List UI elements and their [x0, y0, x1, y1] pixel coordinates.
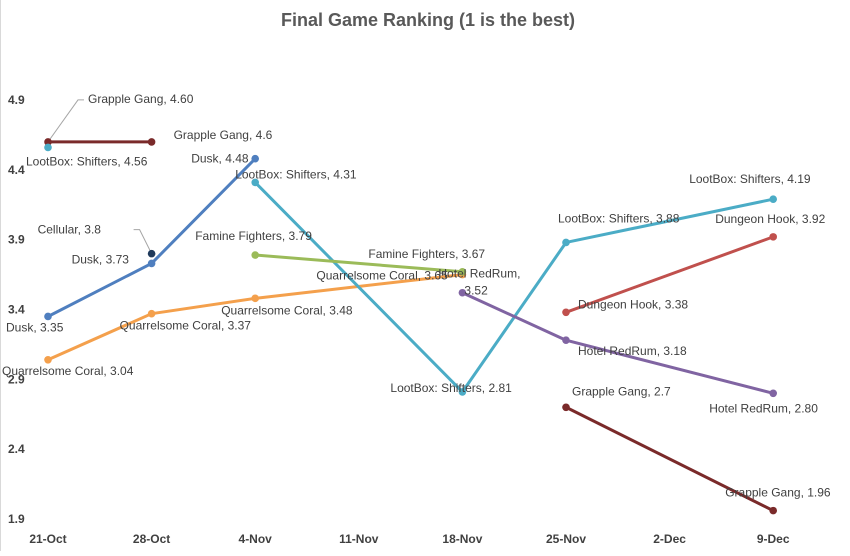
data-label: Grapple Gang, 2.7	[572, 384, 671, 398]
data-point	[251, 294, 259, 303]
label-connector	[133, 229, 153, 254]
data-label: Quarrelsome Coral, 3.37	[120, 319, 252, 333]
data-label: Quarrelsome Coral, 3.48	[221, 303, 353, 317]
data-point	[562, 336, 570, 345]
x-tick-label: 4-Nov	[239, 532, 273, 546]
y-tick-label: 3.9	[8, 233, 25, 247]
data-point	[562, 238, 570, 247]
data-point	[562, 308, 570, 317]
data-label: Dusk, 4.48	[191, 152, 249, 166]
x-tick-label: 2-Dec	[653, 532, 686, 546]
y-tick-label: 1.9	[8, 512, 25, 526]
data-label: Quarrelsome Coral, 3.04	[2, 364, 134, 378]
data-points	[44, 138, 777, 515]
data-point	[44, 138, 52, 146]
y-tick-label: 4.9	[8, 93, 25, 107]
data-labels: Dusk, 3.35 Dusk, 3.73 Dusk, 4.48 Quarrelsom…	[2, 92, 831, 500]
data-point	[251, 154, 259, 163]
label-connectors	[47, 99, 153, 254]
y-tick-label: 2.4	[8, 442, 25, 456]
data-label: Famine Fighters, 3.79	[195, 229, 312, 243]
data-point	[251, 251, 259, 259]
data-label: Quarrelsome Coral, 3.65	[316, 269, 448, 283]
data-point	[458, 288, 467, 297]
data-point	[769, 195, 777, 203]
data-label: Dungeon Hook, 3.38	[578, 297, 688, 311]
data-point	[458, 267, 467, 276]
data-label-line: Hotel RedRum,	[438, 267, 520, 281]
data-point	[44, 143, 52, 152]
x-tick-label: 21-Oct	[29, 532, 66, 546]
series-line	[565, 405, 774, 512]
data-label: LootBox: Shifters, 4.56	[26, 154, 148, 168]
x-tick-label: 25-Nov	[546, 532, 586, 546]
data-point	[251, 178, 259, 187]
data-label: LootBox: Shifters, 2.81	[390, 381, 512, 395]
data-point	[458, 388, 467, 396]
data-label: Grapple Gang, 1.96	[725, 486, 831, 500]
data-point	[769, 506, 777, 515]
data-label: Dusk, 3.35	[6, 320, 64, 334]
data-label: Famine Fighters, 3.67	[368, 247, 485, 261]
data-point	[147, 259, 156, 268]
label-connector	[47, 99, 84, 143]
x-tick-label: 9-Dec	[757, 532, 790, 546]
data-point	[147, 249, 156, 258]
data-point	[769, 233, 777, 241]
data-label: Hotel RedRum, 3.18	[578, 344, 687, 358]
data-label: Grapple Gang, 4.60	[88, 92, 194, 106]
data-point	[147, 138, 156, 146]
y-tick-label: 3.4	[8, 303, 25, 317]
x-tick-label: 28-Oct	[133, 532, 170, 546]
data-label: LootBox: Shifters, 3.88	[558, 211, 680, 225]
data-point	[44, 312, 52, 321]
data-label: Dungeon Hook, 3.92	[715, 212, 825, 226]
data-label: Grapple Gang, 4.6	[174, 128, 273, 142]
data-point	[147, 309, 156, 318]
data-label: Dusk, 3.73	[72, 252, 130, 266]
y-axis-tick-labels: 1.9 2.4 2.9 3.4 3.9 4.4 4.9	[8, 93, 25, 526]
x-tick-label: 11-Nov	[339, 532, 379, 546]
series-line	[255, 253, 463, 274]
chart-title: Final Game Ranking (1 is the best)	[281, 10, 575, 30]
data-label: Hotel RedRum, 3.52	[438, 267, 520, 298]
y-tick-label: 2.9	[8, 372, 25, 386]
data-label: Hotel RedRum, 2.80	[709, 401, 818, 415]
data-point	[44, 355, 52, 364]
data-point	[769, 389, 777, 398]
data-point	[562, 403, 570, 412]
series-line	[565, 235, 774, 314]
x-tick-label: 18-Nov	[442, 532, 482, 546]
data-label: Cellular, 3.8	[38, 223, 102, 237]
data-label: LootBox: Shifters, 4.31	[235, 167, 357, 181]
x-axis-tick-labels: 21-Oct 28-Oct 4-Nov 11-Nov 18-Nov 25-Nov 2-Dec…	[29, 532, 790, 546]
data-label: LootBox: Shifters, 4.19	[689, 172, 811, 186]
data-label-line: 3.52	[464, 284, 488, 298]
y-tick-label: 4.4	[8, 163, 25, 177]
